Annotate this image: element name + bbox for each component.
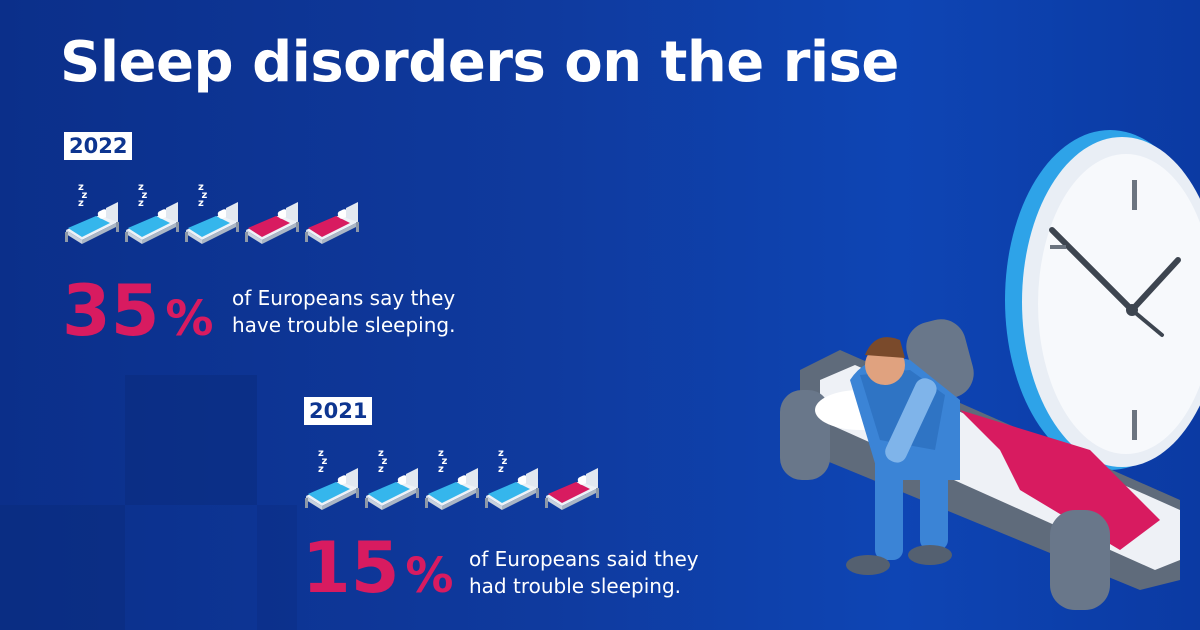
description-line: of Europeans say they: [232, 286, 456, 310]
description-2022: of Europeans say they have trouble sleep…: [232, 285, 455, 339]
bed-empty-icon: [242, 182, 302, 250]
decorative-square: [257, 505, 297, 630]
wall-clock: [1005, 130, 1200, 470]
year-badge-2021: 2021: [304, 397, 373, 425]
description-line: have trouble sleeping.: [232, 313, 456, 337]
year-badge-2022: 2022: [64, 132, 133, 160]
percent-sign: %: [405, 548, 454, 604]
percentage-2022: 35%: [62, 276, 214, 354]
decorative-square: [0, 505, 125, 630]
sitting-man: [846, 337, 960, 575]
percentage-value: 15: [302, 527, 400, 609]
sleepless-man-illustration: [780, 130, 1200, 610]
description-line: of Europeans said they: [469, 547, 699, 571]
decorative-square: [125, 375, 257, 505]
description-2021: of Europeans said they had trouble sleep…: [469, 546, 699, 600]
percentage-2021: 15%: [302, 533, 454, 611]
bed-empty-icon: [302, 182, 362, 250]
percent-sign: %: [165, 291, 214, 347]
percentage-value: 35: [62, 270, 160, 352]
bed-empty-icon: [542, 448, 602, 516]
description-line: had trouble sleeping.: [469, 574, 682, 598]
page-title: Sleep disorders on the rise: [60, 30, 899, 95]
